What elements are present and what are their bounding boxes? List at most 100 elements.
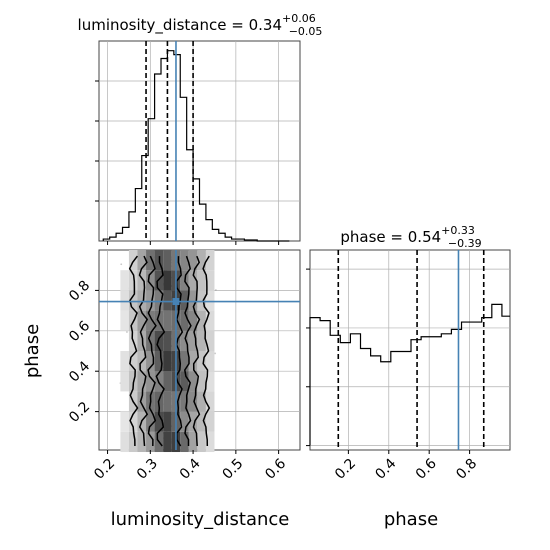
density-cell	[137, 431, 147, 453]
density-cell	[154, 290, 164, 311]
xlabel-phase: phase	[384, 509, 438, 530]
density-cell	[188, 290, 198, 311]
density-cell	[137, 330, 147, 352]
density-cell	[120, 310, 129, 331]
density-cell	[128, 270, 138, 291]
density-cell	[163, 371, 172, 392]
density-cell	[188, 411, 198, 432]
scatter-point	[214, 289, 217, 291]
density-cell	[197, 411, 206, 432]
contour-right-3	[175, 256, 184, 447]
density-cell	[137, 290, 147, 311]
contour-right-0	[202, 255, 211, 447]
density-cell	[120, 411, 129, 432]
density-cell	[163, 431, 172, 453]
density-cell	[197, 371, 206, 392]
density-cell	[197, 310, 206, 331]
density-cell	[146, 351, 155, 372]
density-cell	[205, 371, 215, 392]
density-cell	[137, 270, 147, 291]
density-cell	[128, 431, 138, 453]
density-cell	[154, 351, 164, 372]
truth-marker	[172, 298, 180, 306]
density-cell	[146, 290, 155, 311]
density-cell	[146, 411, 155, 432]
density-cell	[146, 371, 155, 392]
density-cell	[128, 250, 138, 271]
density-cell	[120, 431, 129, 453]
histogram-luminosity-distance	[102, 50, 290, 242]
density-cell	[188, 351, 198, 372]
density-cell	[163, 310, 172, 331]
density-cell	[180, 250, 189, 271]
scatter-point	[214, 352, 217, 355]
density-cell	[197, 391, 206, 412]
quantile-lines-phase	[337, 250, 485, 450]
axis-labels: luminosity_distance phase phase	[22, 324, 438, 530]
density-cell	[188, 371, 198, 392]
density-cell	[188, 431, 198, 453]
scatter-point	[126, 331, 128, 333]
contour-right-2	[184, 255, 192, 446]
density-cell	[188, 250, 198, 271]
quantile-lines-dl	[145, 41, 194, 241]
density-cell	[163, 391, 172, 412]
density-cell	[137, 371, 147, 392]
density-cell	[137, 310, 147, 331]
density-cell	[197, 431, 206, 453]
density-cell	[180, 431, 189, 453]
density-cell	[205, 290, 215, 311]
ylabel-phase: phase	[22, 324, 43, 378]
density-cell	[180, 411, 189, 432]
density-cell	[163, 330, 172, 352]
density-cell	[137, 250, 147, 271]
contour-right-1	[192, 255, 201, 447]
contour-lines	[128, 255, 211, 447]
density-cell	[205, 250, 215, 271]
grid-phase-marginal	[310, 250, 510, 450]
contour-left-3	[155, 256, 166, 447]
panel-marginal-luminosity-distance: luminosity_distance = 0.34+0.06 −0.05	[78, 12, 323, 245]
density-cell	[137, 391, 147, 412]
density-cell	[205, 411, 215, 432]
density-cell	[205, 270, 215, 291]
density-cell	[188, 270, 198, 291]
contour-left-0	[128, 255, 139, 447]
density-cell	[180, 330, 189, 352]
density-cell	[146, 310, 155, 331]
scatter-point	[120, 263, 123, 266]
density-cell	[197, 330, 206, 352]
title-luminosity-distance: luminosity_distance = 0.34+0.06 −0.05	[78, 12, 323, 38]
density-cell	[128, 411, 138, 432]
histogram-phase	[309, 303, 510, 446]
ticks-dl-marginal	[95, 80, 280, 245]
density-cell	[180, 351, 189, 372]
density-cell	[180, 290, 189, 311]
title-phase: phase = 0.54+0.33 −0.39	[340, 224, 481, 250]
density-cell	[205, 431, 215, 453]
axes-frame-dl-marginal	[98, 40, 301, 242]
density-cell	[146, 270, 155, 291]
xlabel-luminosity-distance: luminosity_distance	[111, 509, 290, 530]
density-cell	[197, 351, 206, 372]
density-cell	[120, 270, 129, 291]
density-cell	[128, 290, 138, 311]
density-cell	[163, 351, 172, 372]
density-cell	[146, 250, 155, 271]
density-cell	[154, 411, 164, 432]
contour-left-2	[147, 255, 157, 447]
truth-lines-joint	[99, 250, 300, 450]
density-cell	[197, 290, 206, 311]
density-cell	[188, 391, 198, 412]
density-cell	[205, 310, 215, 331]
density-cell	[120, 371, 129, 392]
density-cell	[180, 391, 189, 412]
density-cell	[205, 391, 215, 412]
density-cell	[120, 351, 129, 372]
density-cell	[188, 310, 198, 331]
density-cell	[128, 351, 138, 372]
density-cell	[197, 250, 206, 271]
density-cell	[120, 290, 129, 311]
density-cell	[205, 351, 215, 372]
